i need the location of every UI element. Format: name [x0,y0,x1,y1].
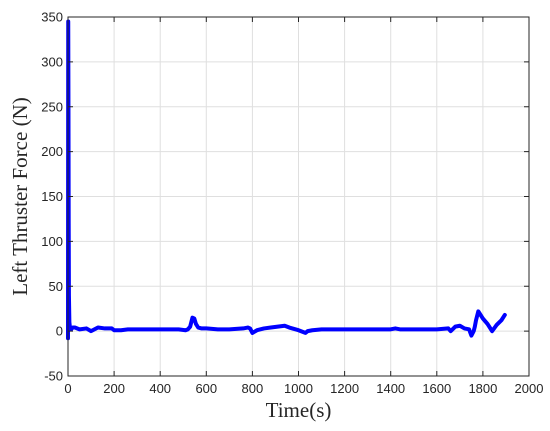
y-tick-label: 200 [41,144,63,159]
x-tick-label: 800 [242,381,264,396]
x-tick-label: 200 [103,381,125,396]
x-tick-label: 1400 [376,381,405,396]
x-axis-label: Time(s) [266,398,332,422]
series-line-0 [66,19,507,341]
series-group [66,19,507,341]
y-tick-label: 0 [56,324,63,339]
y-tick-label: -50 [44,369,63,384]
y-tick-label: 350 [41,10,63,25]
x-tick-label: 600 [195,381,217,396]
y-tick-label: 50 [49,279,63,294]
x-tick-label: 1600 [422,381,451,396]
x-tick-label: 1200 [330,381,359,396]
x-tick-label: 400 [149,381,171,396]
y-tick-labels: -50 0 50 100 150 200 250 300 350 [41,10,63,384]
y-tick-label: 100 [41,234,63,249]
x-tick-label: 1000 [284,381,313,396]
x-tick-label: 2000 [515,381,544,396]
x-tick-label: 0 [64,381,71,396]
tick-marks [67,16,530,377]
y-tick-label: 150 [41,189,63,204]
y-axis-label: Left Thruster Force (N) [8,97,32,295]
y-tick-label: 250 [41,99,63,114]
y-tick-label: 300 [41,54,63,69]
x-tick-label: 1800 [468,381,497,396]
x-tick-labels: 0 200 400 600 800 1000 1200 1400 1600 1800 2000 [64,381,543,396]
